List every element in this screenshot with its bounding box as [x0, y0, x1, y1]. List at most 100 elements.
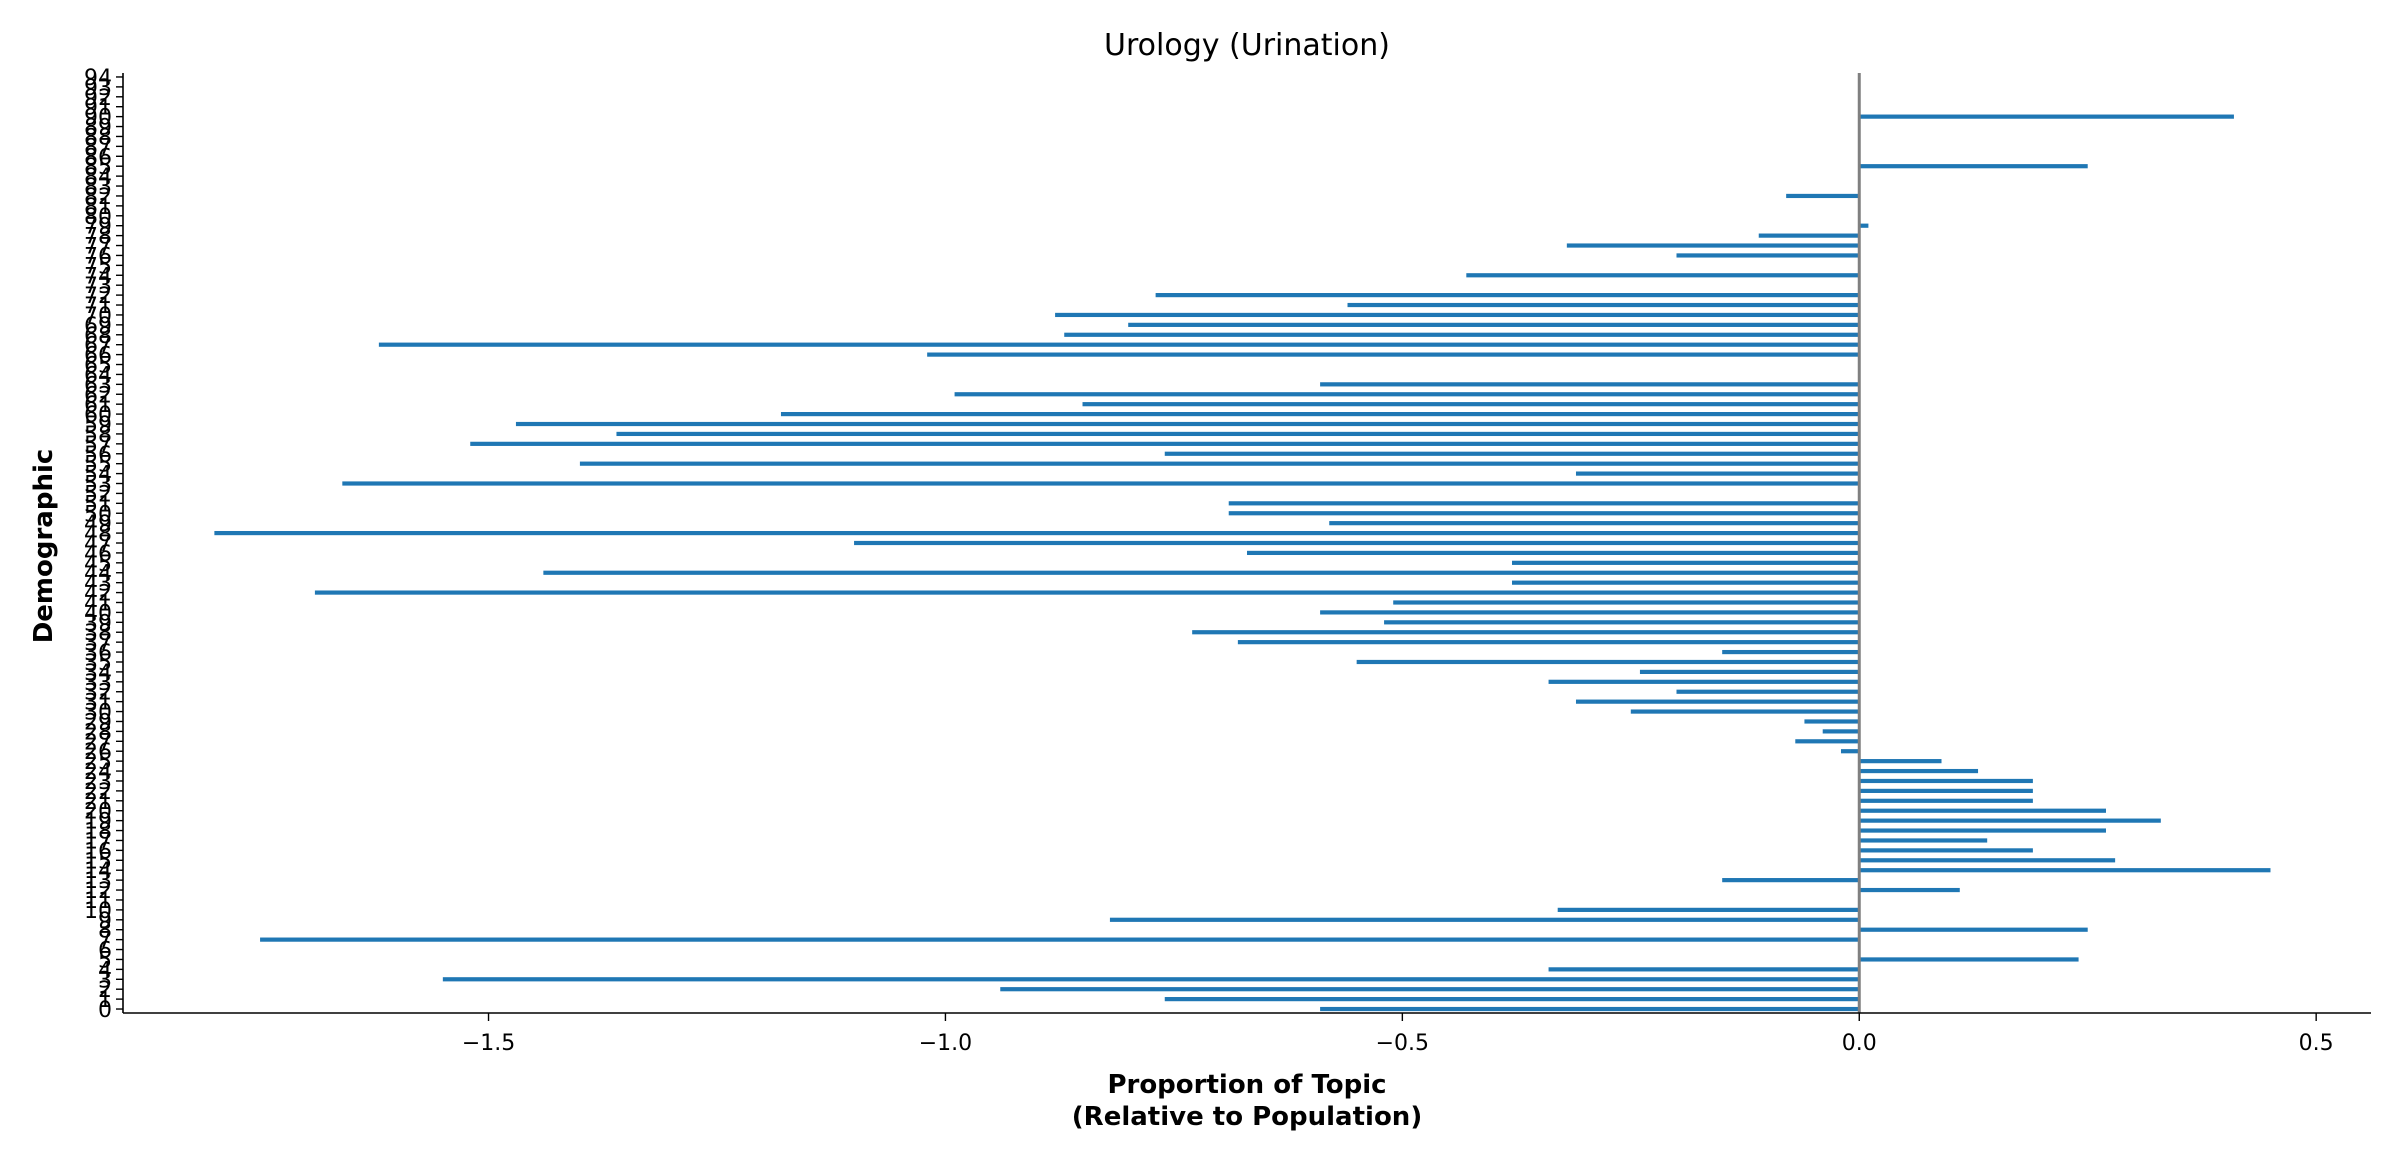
y-tick-label-21: 21: [84, 790, 112, 815]
bar-12: [1859, 887, 1960, 893]
y-tick-label-54: 54: [84, 463, 112, 488]
bar-28: [1822, 729, 1860, 734]
bar-77: [1566, 243, 1860, 248]
bar-49: [1329, 521, 1860, 526]
bar-78: [1758, 233, 1860, 238]
bar-21: [1859, 798, 2033, 803]
bar-41: [1393, 600, 1860, 605]
bar-15: [1859, 858, 2116, 863]
bar-74: [1466, 273, 1860, 278]
y-tick-label-71: 71: [84, 294, 112, 319]
y-tick-label-61: 61: [84, 393, 112, 418]
y-tick-label-91: 91: [84, 96, 112, 121]
y-tick-label-93: 93: [84, 76, 112, 101]
y-tick-label-44: 44: [84, 562, 112, 587]
bar-54: [1575, 471, 1860, 476]
y-tick-label-24: 24: [84, 760, 112, 785]
bar-85: [1859, 164, 2088, 169]
y-tick-label-88: 88: [84, 125, 112, 150]
y-tick-label-12: 12: [84, 879, 112, 904]
y-tick-label-30: 30: [84, 701, 112, 726]
bar-60: [780, 411, 1860, 417]
y-tick-label-38: 38: [84, 621, 112, 646]
y-tick-label-16: 16: [84, 839, 112, 864]
y-tick-label-35: 35: [84, 651, 112, 676]
bar-25: [1859, 759, 1942, 764]
y-ticks: 0123456789101112131415161718192021222324…: [84, 66, 123, 1023]
bar-27: [1795, 739, 1860, 744]
y-tick-label-14: 14: [84, 859, 112, 884]
y-tick-label-48: 48: [84, 522, 112, 547]
bar-47: [854, 540, 1860, 546]
bar-76: [1676, 253, 1860, 258]
y-axis-label: Demographic: [29, 449, 59, 644]
y-tick-label-25: 25: [84, 750, 112, 775]
y-tick-label-53: 53: [84, 473, 112, 498]
y-tick-label-51: 51: [84, 492, 112, 517]
bar-29: [1804, 719, 1860, 724]
bar-63: [1320, 382, 1860, 387]
bar-39: [1384, 620, 1860, 625]
y-tick-label-79: 79: [84, 215, 112, 240]
bar-53: [342, 481, 1860, 486]
y-tick-label-60: 60: [84, 403, 112, 428]
bar-32: [1676, 689, 1860, 694]
y-tick-label-39: 39: [84, 611, 112, 636]
x-tick-label-0: −1.5: [462, 1031, 515, 1056]
y-tick-label-11: 11: [84, 889, 112, 914]
y-tick-label-92: 92: [84, 86, 112, 111]
y-tick-label-69: 69: [84, 314, 112, 339]
y-tick-label-76: 76: [84, 244, 112, 269]
y-tick-label-94: 94: [84, 66, 112, 91]
bar-56: [1164, 451, 1860, 456]
bar-3: [442, 977, 1860, 982]
y-tick-label-75: 75: [84, 254, 112, 279]
x-tick-label-3: 0.0: [1842, 1031, 1877, 1056]
bar-10: [1557, 907, 1860, 912]
y-tick-label-78: 78: [84, 225, 112, 250]
y-tick-label-83: 83: [84, 175, 112, 200]
y-tick-label-9: 9: [98, 909, 112, 934]
y-tick-label-6: 6: [98, 939, 112, 964]
y-tick-label-82: 82: [84, 185, 112, 210]
y-tick-label-42: 42: [84, 582, 112, 607]
x-axis-label-line-2: (Relative to Population): [1072, 1102, 1422, 1132]
y-tick-label-66: 66: [84, 344, 112, 369]
bar-61: [1082, 402, 1860, 407]
bar-30: [1630, 709, 1860, 714]
chart-title: Urology (Urination): [1104, 28, 1390, 63]
y-tick-label-70: 70: [84, 304, 112, 329]
y-tick-label-34: 34: [84, 661, 112, 686]
bar-90: [1859, 114, 2234, 119]
y-tick-label-45: 45: [84, 552, 112, 577]
bar-71: [1347, 302, 1860, 308]
bar-14: [1859, 868, 2271, 873]
bar-51: [1228, 501, 1860, 506]
bar-59: [515, 421, 1860, 427]
y-tick-label-15: 15: [84, 849, 112, 874]
y-tick-label-72: 72: [84, 284, 112, 309]
y-tick-label-55: 55: [84, 453, 112, 478]
bar-38: [1192, 630, 1860, 635]
y-tick-label-43: 43: [84, 572, 112, 597]
y-tick-label-27: 27: [84, 730, 112, 755]
bar-82: [1786, 193, 1860, 199]
bar-22: [1859, 788, 2033, 793]
y-tick-label-85: 85: [84, 155, 112, 180]
y-tick-label-22: 22: [84, 780, 112, 805]
y-tick-label-86: 86: [84, 145, 112, 170]
x-axis-label-line-1: Proportion of Topic: [1107, 1070, 1386, 1100]
y-tick-label-77: 77: [84, 235, 112, 260]
bar-79: [1859, 223, 1869, 228]
y-tick-label-32: 32: [84, 681, 112, 706]
y-tick-label-33: 33: [84, 671, 112, 696]
bar-1: [1164, 997, 1860, 1002]
y-tick-label-56: 56: [84, 443, 112, 468]
y-tick-label-26: 26: [84, 740, 112, 765]
bar-35: [1356, 659, 1860, 665]
y-tick-label-65: 65: [84, 354, 112, 379]
y-tick-label-84: 84: [84, 165, 112, 190]
y-tick-label-23: 23: [84, 770, 112, 795]
